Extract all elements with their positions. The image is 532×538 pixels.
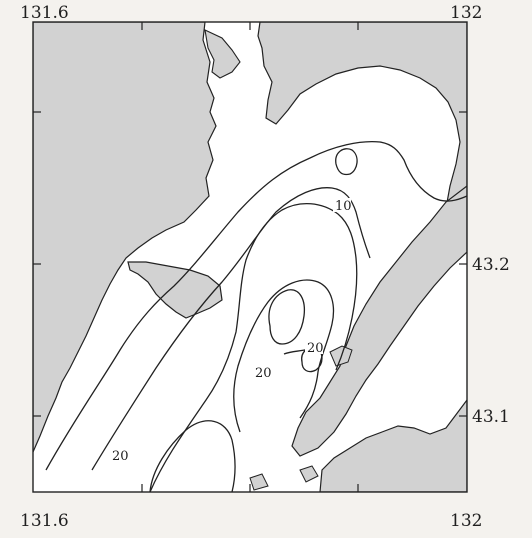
lon-label-top-left: 131.6 <box>20 3 69 23</box>
contour-labels: 10 20 20 20 <box>110 198 352 464</box>
contour-label-10-halo <box>333 198 351 212</box>
land-peninsula <box>127 261 223 319</box>
contour-label-10: 10 <box>335 199 352 214</box>
land-west-coast <box>33 22 217 453</box>
contours <box>45 140 467 492</box>
lon-label-top-right: 132 <box>450 3 482 23</box>
contour-10 <box>149 203 358 492</box>
contour-label-20b-halo <box>253 365 271 379</box>
contour-closed-1 <box>268 289 306 345</box>
contour-closed-3 <box>335 148 358 176</box>
contour-label-20c-halo <box>110 448 128 462</box>
lat-label-43-1: 43.1 <box>472 407 510 427</box>
contour-label-20-b: 20 <box>255 366 272 381</box>
land-southeast <box>319 399 467 492</box>
contour-20-south <box>149 420 236 492</box>
contour-label-20-c: 20 <box>112 449 129 464</box>
lon-label-bottom-left: 131.6 <box>20 511 69 531</box>
lat-label-43-2: 43.2 <box>472 255 510 275</box>
land-islet-south <box>299 465 319 483</box>
contour-label-20a-halo <box>305 340 323 354</box>
frame-ticks <box>33 22 467 492</box>
contour-20-inner <box>233 279 335 433</box>
land-top-islet <box>204 29 241 79</box>
lon-label-bottom-right: 132 <box>450 511 482 531</box>
land-east-island <box>291 185 467 457</box>
contour-label-20-a: 20 <box>307 341 324 356</box>
land-islet-bottom <box>249 473 269 491</box>
contour-west-1 <box>45 140 467 471</box>
